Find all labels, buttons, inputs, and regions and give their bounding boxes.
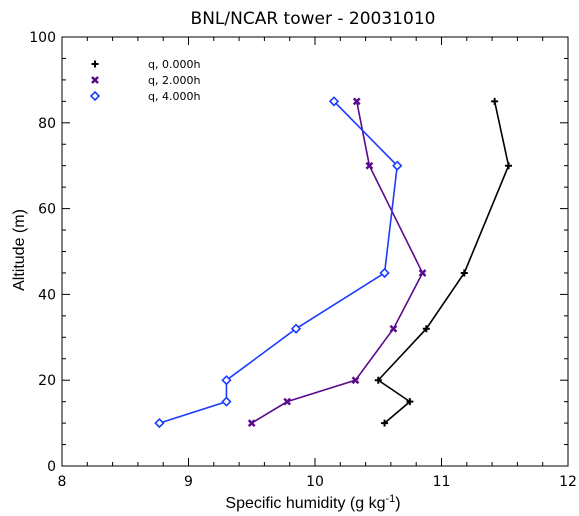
data-point	[374, 376, 382, 384]
legend: q, 0.000h q, 2.000h q, 4.000h	[89, 58, 200, 103]
data-point	[389, 324, 398, 333]
axes-layer: 8 9 10 11 12 0 20 40 60 80 100	[29, 30, 577, 490]
x-tick-label: 9	[184, 474, 193, 490]
y-axis-label: Altitude (m)	[11, 209, 28, 291]
data-point	[351, 376, 360, 385]
chart-title: BNL/NCAR tower - 20031010	[191, 9, 436, 29]
series-3	[154, 96, 403, 429]
legend-label: q, 2.000h	[148, 74, 200, 87]
legend-marker	[91, 60, 99, 68]
data-point	[290, 323, 302, 334]
x-axis-label: Specific humidity (g kg-1)	[225, 493, 400, 512]
legend-label: q, 4.000h	[148, 90, 200, 103]
x-axis-label-superscript: -1	[385, 493, 395, 505]
data-point	[365, 161, 374, 170]
data-point	[491, 97, 499, 105]
data-point	[154, 417, 165, 429]
series-line	[159, 100, 399, 424]
data-point	[352, 97, 361, 106]
data-point	[247, 419, 256, 427]
x-tick-label: 8	[58, 474, 67, 490]
data-point	[221, 396, 232, 407]
series-2	[247, 97, 427, 427]
x-tick-label: 10	[306, 474, 324, 490]
data-point	[328, 96, 340, 107]
y-tick-label: 80	[38, 116, 56, 132]
legend-label: q, 0.000h	[148, 58, 200, 71]
x-axis-label-tail: )	[395, 495, 400, 512]
y-tick-label: 40	[38, 287, 56, 303]
x-axis-label-main: Specific humidity (g kg	[225, 495, 385, 512]
y-tick-label: 20	[38, 373, 56, 389]
data-point	[221, 375, 232, 386]
y-tick-label: 100	[29, 30, 56, 46]
series-1	[374, 97, 513, 427]
data-point	[505, 162, 513, 170]
x-tick-label: 12	[559, 474, 577, 490]
legend-marker	[91, 76, 99, 84]
series-layer	[154, 96, 513, 429]
data-point	[418, 269, 427, 277]
data-point	[406, 398, 414, 406]
series-line	[377, 101, 510, 424]
legend-marker	[89, 90, 101, 102]
series-line	[251, 101, 424, 424]
data-point	[283, 397, 292, 406]
data-point	[381, 419, 389, 427]
y-tick-label: 60	[38, 202, 56, 218]
data-point	[422, 325, 430, 333]
data-point	[460, 269, 468, 277]
data-point	[392, 160, 403, 171]
data-point	[379, 267, 390, 279]
x-tick-label: 11	[433, 474, 451, 490]
y-tick-label: 0	[47, 459, 56, 475]
